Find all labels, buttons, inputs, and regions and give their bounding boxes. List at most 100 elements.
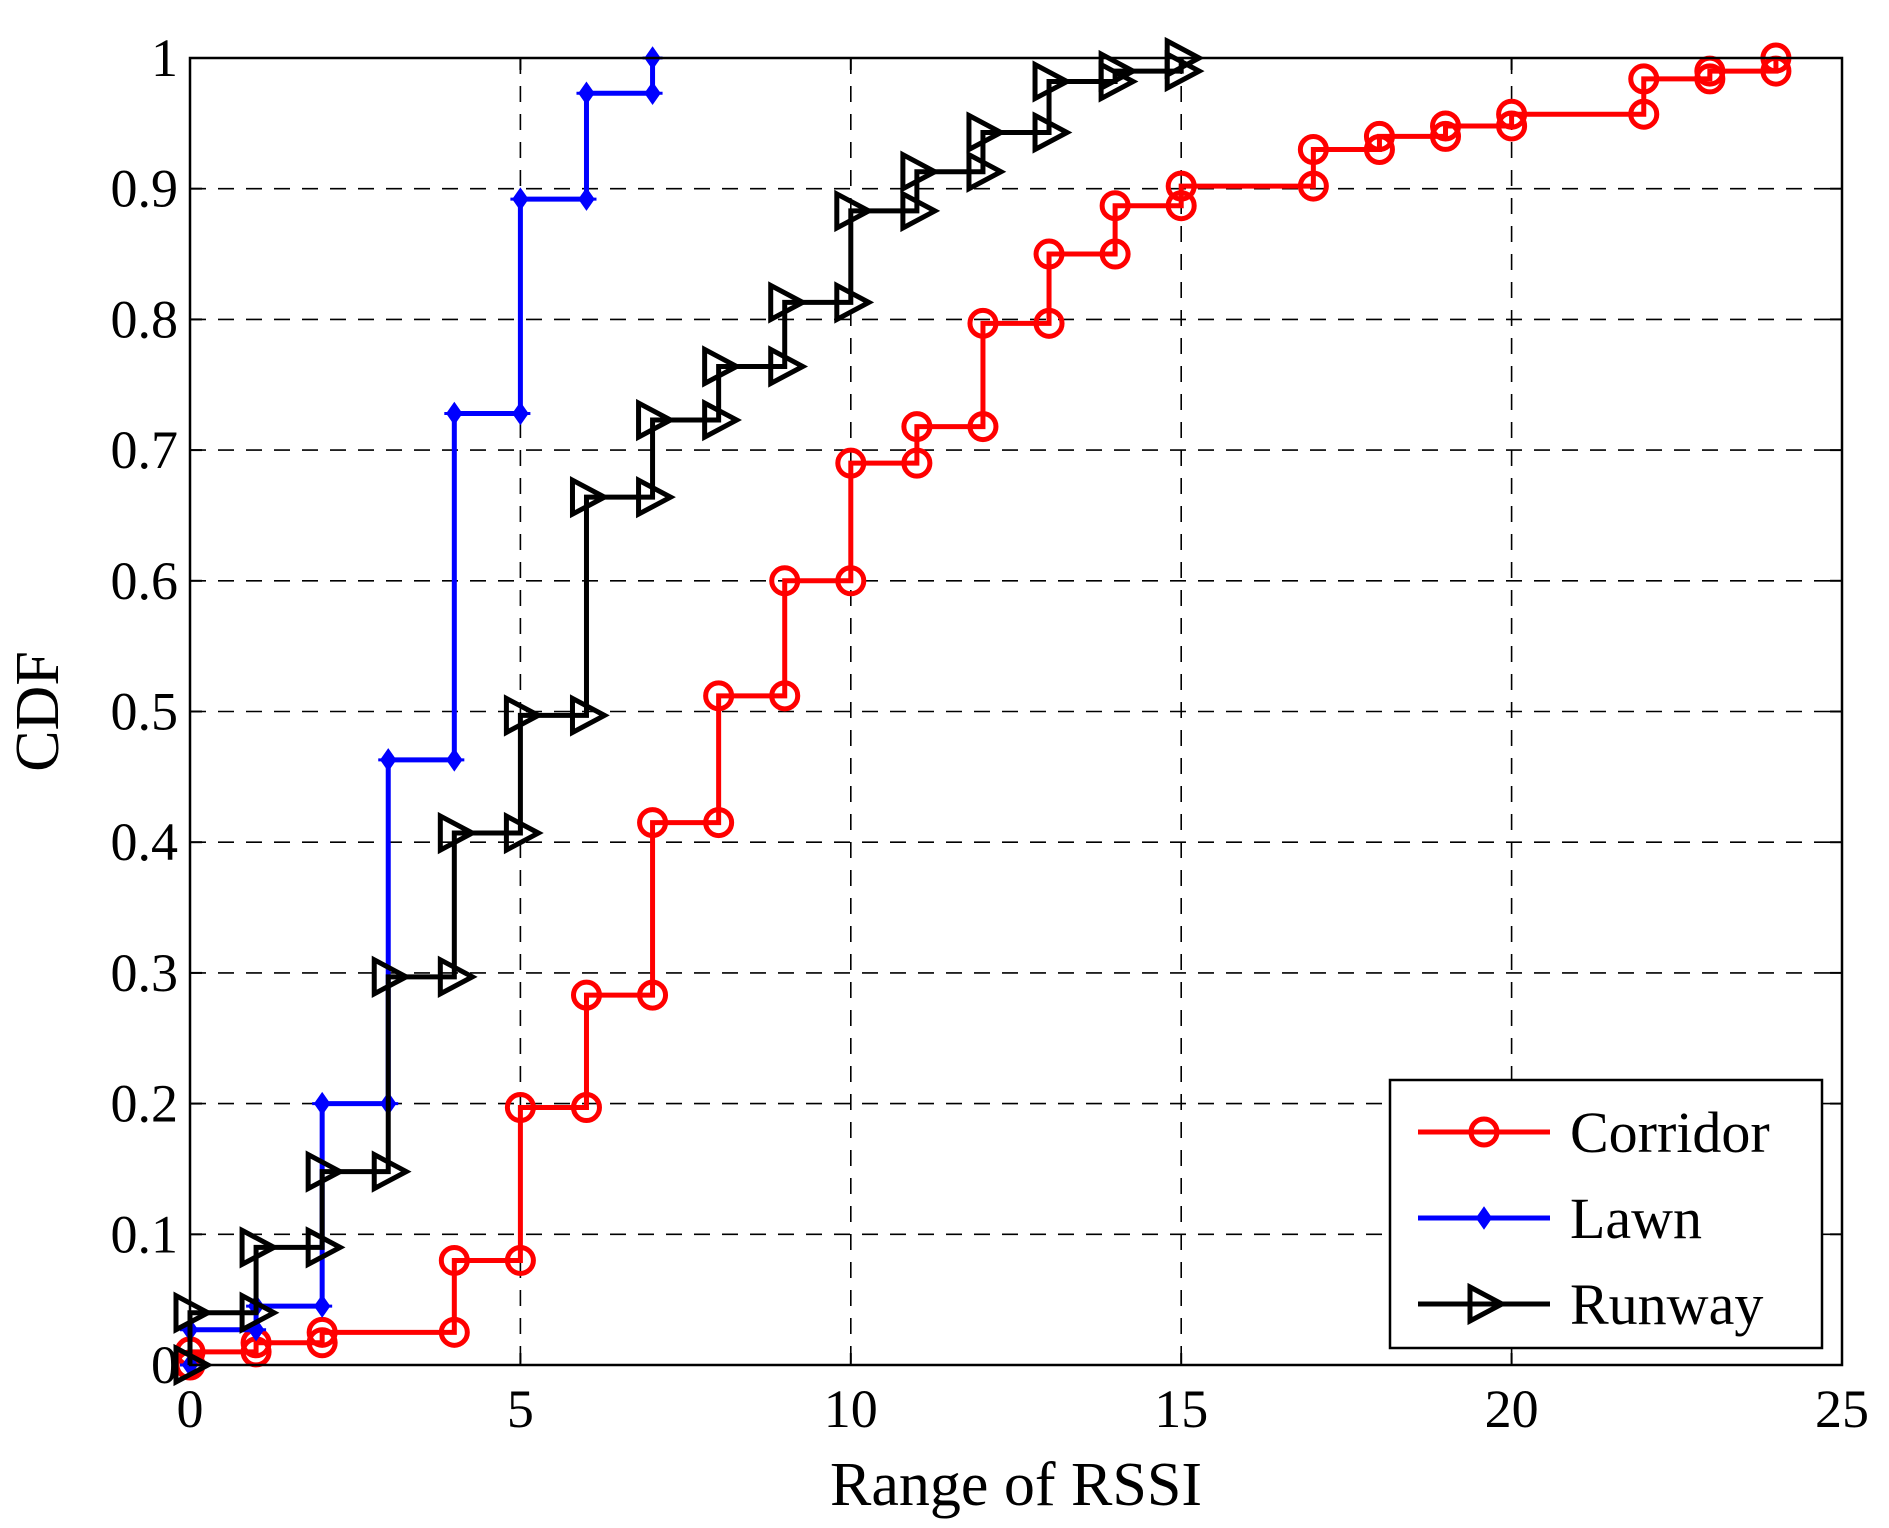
diamond-marker [312, 1294, 333, 1318]
circle-marker [1297, 133, 1329, 165]
circle-marker [570, 979, 602, 1011]
legend-label: Runway [1570, 1272, 1763, 1337]
diamond-marker [444, 748, 465, 772]
y-tick-label: 0.7 [111, 420, 179, 480]
series-runway [173, 36, 1205, 1387]
circle-marker [438, 1316, 470, 1348]
triangle-marker [834, 281, 875, 324]
diamond-marker [576, 187, 597, 211]
circle-marker [504, 1244, 536, 1276]
x-tick-label: 15 [1154, 1379, 1208, 1439]
y-tick-label: 0.8 [111, 289, 179, 349]
triangle-marker [239, 1291, 280, 1334]
y-tick-label: 0.9 [111, 159, 179, 219]
axis-ticks: 0 5 10 15 20 25 0 0.1 0.2 0.3 0.4 0.5 0.6 0.7 0.8 0.9 1 [111, 28, 1870, 1439]
diamond-marker [444, 401, 465, 426]
y-tick-label: 0.3 [111, 943, 179, 1003]
y-tick-label: 0.6 [111, 551, 179, 611]
circle-marker [769, 680, 801, 712]
triangle-marker [900, 189, 941, 233]
circle-marker [901, 447, 933, 479]
circle-marker [1033, 238, 1065, 270]
circle-marker [1363, 133, 1395, 165]
y-axis-label: CDF [4, 651, 72, 772]
series-corridor [174, 42, 1792, 1381]
triangle-marker [636, 398, 676, 442]
triangle-marker [702, 345, 742, 388]
circle-marker [1496, 110, 1528, 142]
x-tick-label: 25 [1815, 1379, 1869, 1439]
triangle-marker [503, 811, 544, 855]
circle-marker [1628, 63, 1660, 95]
y-tick-label: 0.1 [111, 1204, 179, 1264]
circle-marker [1430, 110, 1462, 142]
circle-marker [1165, 190, 1197, 222]
series-markers-lawn [180, 46, 663, 1377]
diamond-marker [576, 81, 597, 106]
x-axis-label: Range of RSSI [830, 1451, 1202, 1519]
circle-marker [967, 411, 999, 443]
circle-marker [1468, 1116, 1500, 1148]
triangle-marker [966, 111, 1007, 154]
legend-label: Corridor [1570, 1100, 1770, 1165]
legend-item-corridor: Corridor [1418, 1100, 1770, 1165]
triangle-marker [239, 1226, 280, 1269]
circle-marker [306, 1316, 338, 1348]
triangle-marker [437, 811, 478, 855]
x-tick-label: 20 [1485, 1379, 1539, 1439]
diamond-marker [312, 1091, 333, 1116]
series-line-lawn [187, 58, 656, 1365]
triangle-marker [1032, 111, 1073, 154]
circle-marker [504, 1092, 536, 1124]
triangle-marker [305, 1226, 346, 1269]
circle-marker [703, 807, 735, 839]
diamond-marker [1474, 1206, 1494, 1230]
triangle-marker [569, 475, 610, 519]
circle-marker [438, 1244, 470, 1276]
circle-marker [1363, 120, 1395, 152]
legend-item-runway: Runway [1418, 1272, 1763, 1337]
diamond-marker [510, 187, 531, 211]
circle-marker [703, 680, 735, 712]
legend-label: Lawn [1570, 1186, 1702, 1251]
triangle-marker [371, 1150, 412, 1193]
circle-marker [1628, 98, 1660, 130]
series-layer [173, 36, 1792, 1387]
legend: Corridor Lawn Runway [1388, 1078, 1824, 1350]
circle-marker [835, 565, 867, 597]
series-lawn [180, 46, 663, 1377]
diamond-marker [378, 748, 399, 772]
circle-marker [1297, 170, 1329, 202]
circle-marker [835, 447, 867, 479]
legend-item-lawn: Lawn [1418, 1186, 1702, 1251]
circle-marker [769, 565, 801, 597]
diamond-marker [510, 401, 531, 426]
triangle-marker [1467, 1282, 1508, 1326]
x-tick-label: 5 [507, 1379, 534, 1439]
circle-marker [637, 807, 669, 839]
y-tick-label: 0 [151, 1335, 178, 1395]
circle-marker [1099, 190, 1131, 222]
circle-marker [637, 979, 669, 1011]
triangle-marker [173, 1291, 214, 1334]
circle-marker [1033, 307, 1065, 339]
series-line-runway [187, 58, 1184, 1365]
triangle-marker [371, 955, 412, 998]
triangle-marker [437, 955, 478, 998]
triangle-marker [569, 694, 610, 737]
y-tick-label: 0.5 [111, 682, 179, 742]
circle-marker [1099, 238, 1131, 270]
triangle-marker [173, 1343, 214, 1387]
series-markers-corridor [174, 42, 1792, 1381]
y-tick-label: 1 [151, 28, 178, 88]
circle-marker [967, 307, 999, 339]
triangle-marker [1098, 49, 1139, 93]
x-tick-label: 10 [824, 1379, 878, 1439]
triangle-marker [1032, 60, 1073, 103]
triangle-marker [900, 150, 941, 193]
triangle-marker [636, 475, 676, 519]
triangle-marker [834, 189, 875, 233]
circle-marker [1430, 120, 1462, 152]
circle-marker [1496, 98, 1528, 130]
